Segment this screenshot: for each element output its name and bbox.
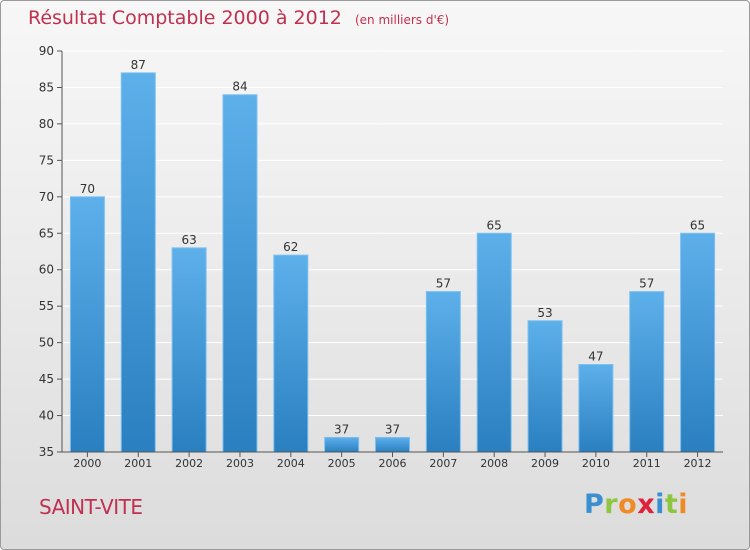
- axis-layer: 35 40 45 50 55 60 65 70 75 80 85 90 2000 2001 2002 2003…: [39, 44, 723, 470]
- brand-letter: t: [664, 489, 679, 520]
- bar: [680, 232, 716, 453]
- data-label: 37: [385, 422, 400, 436]
- data-label: 37: [334, 422, 349, 436]
- y-tick-label: 85: [39, 80, 54, 94]
- data-label: 47: [588, 350, 603, 364]
- bar: [120, 72, 156, 453]
- y-tick-label: 35: [39, 445, 54, 459]
- data-label: 57: [436, 277, 451, 291]
- grid-layer: [62, 50, 723, 453]
- bar: [273, 254, 309, 453]
- x-tick-label: 2009: [531, 457, 559, 470]
- title-row: Résultat Comptable 2000 à 2012 (en milli…: [28, 7, 449, 29]
- brand-letter: o: [618, 489, 638, 520]
- data-label: 65: [690, 218, 705, 232]
- x-tick-label: 2011: [633, 457, 661, 470]
- brand-letter: P: [584, 489, 605, 520]
- data-label: 57: [639, 277, 654, 291]
- y-tick-label: 40: [39, 409, 54, 423]
- y-tick-label: 50: [39, 336, 54, 350]
- y-tick-label: 75: [39, 153, 54, 167]
- x-tick-label: 2008: [480, 457, 508, 470]
- data-label: 70: [80, 182, 95, 196]
- brand-logo: Proxiti: [584, 489, 688, 520]
- brand-letter: r: [604, 489, 619, 520]
- x-tick-label: 2005: [328, 457, 356, 470]
- x-tick-label: 2000: [73, 457, 101, 470]
- x-tick-label: 2001: [124, 457, 152, 470]
- commune-name: SAINT-VITE: [39, 495, 143, 519]
- data-label: 62: [283, 240, 298, 254]
- data-label: 53: [537, 306, 552, 320]
- y-tick-label: 55: [39, 299, 54, 313]
- bar: [578, 364, 614, 453]
- y-tick-label: 70: [39, 190, 54, 204]
- bar: [425, 291, 461, 453]
- x-tick-label: 2003: [226, 457, 254, 470]
- bar: [171, 247, 207, 453]
- chart-title: Résultat Comptable 2000 à 2012: [28, 7, 342, 29]
- y-tick-label: 80: [39, 117, 54, 131]
- data-label: 63: [181, 233, 196, 247]
- data-label: 87: [131, 58, 146, 72]
- bar: [324, 436, 360, 453]
- bar: [476, 232, 512, 453]
- y-tick-label: 60: [39, 263, 54, 277]
- x-tick-label: 2007: [429, 457, 457, 470]
- x-tick-label: 2006: [379, 457, 407, 470]
- brand-letter: i: [655, 489, 665, 520]
- y-tick-label: 65: [39, 226, 54, 240]
- chart-subtitle: (en milliers d'€): [354, 13, 450, 27]
- x-tick-label: 2004: [277, 457, 305, 470]
- brand-letter: i: [678, 489, 689, 520]
- x-tick-label: 2012: [684, 457, 712, 470]
- bar: [629, 291, 665, 453]
- y-tick-label: 45: [39, 372, 54, 386]
- y-tick-label: 90: [39, 44, 54, 58]
- bar: [69, 196, 105, 453]
- data-label: 84: [232, 80, 247, 94]
- data-label: 65: [487, 218, 502, 232]
- bar: [222, 94, 258, 453]
- bar: [375, 436, 410, 453]
- x-tick-label: 2010: [582, 457, 610, 470]
- x-tick-label: 2002: [175, 457, 203, 470]
- bar: [527, 320, 563, 453]
- bars-layer: 70 87 63 84 62 37 37 57 65 53 47 57 65: [69, 58, 716, 453]
- brand-letter: x: [637, 489, 656, 520]
